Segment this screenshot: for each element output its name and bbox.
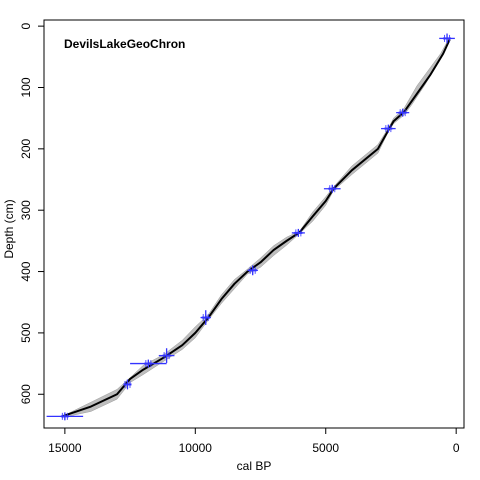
age-control-9: [396, 108, 410, 117]
age-controls-layer: [46, 33, 455, 421]
age-control-2: [130, 359, 167, 368]
age-control-6: [291, 228, 305, 237]
y-tick-label: 600: [19, 384, 33, 404]
age-control-7: [323, 184, 341, 193]
median-line-layer: [61, 39, 451, 418]
y-tick-label: 300: [19, 200, 33, 220]
age-control-10: [439, 33, 455, 44]
median-age-line: [61, 39, 451, 418]
y-tick-label: 400: [19, 261, 33, 281]
y-tick-label: 100: [19, 77, 33, 97]
x-axis-title: cal BP: [237, 459, 272, 473]
age-control-1: [123, 379, 132, 390]
uncertainty-band-layer: [62, 37, 450, 418]
uncertainty-band: [62, 37, 450, 418]
plot-frame: [43, 19, 465, 429]
x-axis: 15000 10000 5000 0: [48, 427, 460, 455]
age-control-5: [247, 265, 258, 276]
x-tick-label: 5000: [312, 441, 339, 455]
y-tick-label: 0: [19, 22, 33, 29]
age-control-8: [381, 124, 396, 133]
y-axis: 0 100 200 300 400 500 600: [19, 22, 45, 404]
x-tick-label: 0: [453, 441, 460, 455]
chart-title: DevilsLakeGeoChron: [64, 37, 185, 51]
age-control-0: [46, 412, 84, 421]
y-tick-label: 200: [19, 139, 33, 159]
age-control-3: [158, 348, 175, 363]
y-axis-title: Depth (cm): [2, 199, 16, 258]
x-tick-label: 15000: [48, 441, 82, 455]
y-tick-label: 500: [19, 323, 33, 343]
x-tick-label: 10000: [179, 441, 213, 455]
age-control-4: [200, 310, 211, 325]
